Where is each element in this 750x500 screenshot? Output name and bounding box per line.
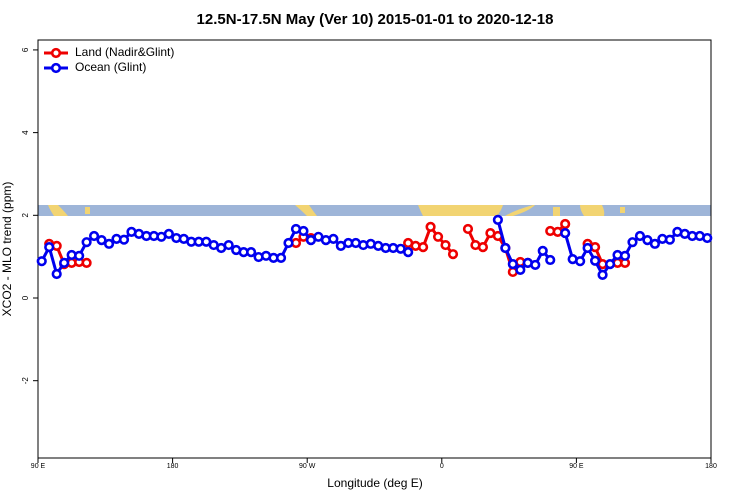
y-tick-label: 4	[21, 130, 30, 135]
point	[664, 234, 675, 245]
point	[163, 228, 174, 240]
point	[619, 250, 631, 261]
y-tick-label: -2	[21, 377, 30, 385]
plot-frame	[37, 39, 712, 459]
point	[74, 250, 85, 261]
x-tick-label: 0	[440, 463, 444, 470]
point	[545, 254, 556, 266]
point	[328, 233, 339, 244]
y-tick-label: 2	[21, 213, 30, 218]
point	[627, 237, 638, 248]
point	[589, 255, 601, 266]
point	[560, 218, 571, 230]
point	[81, 257, 92, 268]
point	[44, 242, 55, 253]
x-tick-label: 90 E	[31, 463, 46, 470]
point	[462, 223, 474, 235]
x-tick-label: 90 W	[299, 463, 316, 470]
point	[702, 232, 713, 244]
chart-title: 12.5N-17.5N May (Ver 10) 2015-01-01 to 2…	[197, 11, 554, 28]
point	[492, 214, 503, 225]
legend-label: Ocean (Glint)	[75, 60, 146, 74]
point	[507, 258, 518, 270]
x-tick-label: 180	[705, 463, 717, 470]
point	[51, 268, 62, 280]
point	[118, 234, 130, 245]
x-tick-label: 180	[167, 463, 179, 470]
point	[103, 238, 115, 249]
point	[283, 237, 294, 249]
point	[298, 225, 309, 237]
y-tick-label: 0	[21, 295, 30, 300]
legend: Land (Nadir&Glint)Ocean (Glint)	[44, 45, 174, 74]
point	[634, 230, 646, 242]
point	[560, 227, 571, 239]
x-axis-label: Longitude (deg E)	[327, 476, 422, 490]
point	[88, 230, 100, 242]
point	[604, 258, 616, 270]
point	[477, 242, 489, 253]
y-tick-label: 6	[21, 47, 30, 52]
point	[537, 245, 548, 256]
point	[36, 256, 47, 267]
point	[223, 239, 234, 251]
point	[425, 221, 436, 232]
point	[440, 239, 451, 251]
point	[59, 257, 70, 268]
point	[275, 252, 287, 263]
point	[575, 256, 586, 267]
point	[418, 242, 429, 253]
point	[432, 231, 444, 242]
point	[81, 237, 92, 248]
legend-marker	[50, 47, 62, 59]
point	[447, 249, 459, 260]
point	[597, 269, 608, 280]
legend-label: Land (Nadir&Glint)	[75, 45, 174, 59]
point	[500, 242, 511, 254]
legend-marker	[50, 62, 62, 74]
y-axis-label: XCO2 - MLO trend (ppm)	[0, 182, 14, 317]
point	[403, 247, 414, 258]
point	[649, 238, 661, 249]
point	[582, 242, 593, 254]
map-strip	[38, 205, 711, 216]
point	[96, 235, 107, 246]
point	[515, 264, 526, 275]
point	[246, 247, 257, 258]
series	[36, 214, 713, 280]
x-tick-label: 90 E	[569, 463, 584, 470]
point	[530, 259, 541, 271]
point	[642, 235, 653, 246]
